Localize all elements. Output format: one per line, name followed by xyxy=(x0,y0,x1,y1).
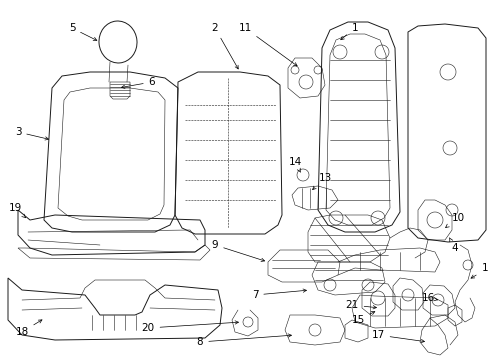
Text: 8: 8 xyxy=(196,334,291,347)
Text: 7: 7 xyxy=(251,289,306,300)
Text: 14: 14 xyxy=(288,157,301,172)
Text: 10: 10 xyxy=(445,213,464,228)
Text: 15: 15 xyxy=(351,312,374,325)
Text: 21: 21 xyxy=(345,300,376,310)
Text: 11: 11 xyxy=(238,23,297,66)
Text: 6: 6 xyxy=(121,77,155,89)
Text: 18: 18 xyxy=(15,320,42,337)
Text: 20: 20 xyxy=(141,321,238,333)
Text: 5: 5 xyxy=(68,23,97,40)
Text: 13: 13 xyxy=(312,173,331,190)
Text: 2: 2 xyxy=(211,23,238,69)
Text: 3: 3 xyxy=(15,127,48,140)
Text: 19: 19 xyxy=(8,203,25,218)
Text: 9: 9 xyxy=(211,240,264,261)
Text: 17: 17 xyxy=(370,330,424,343)
Text: 1: 1 xyxy=(340,23,358,40)
Text: 12: 12 xyxy=(470,263,488,278)
Text: 4: 4 xyxy=(448,238,457,253)
Text: 16: 16 xyxy=(421,293,437,303)
